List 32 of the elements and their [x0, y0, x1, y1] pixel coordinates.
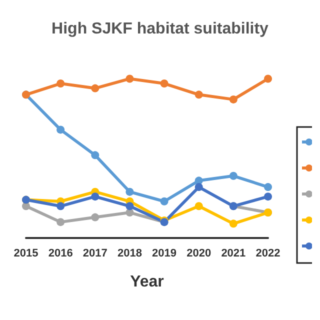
- point: [264, 183, 272, 192]
- point: [126, 202, 134, 210]
- point: [56, 126, 65, 134]
- point: [264, 192, 272, 201]
- chart-title: High SJKF habitat suitability: [52, 20, 269, 38]
- point: [91, 192, 100, 201]
- point: [160, 197, 168, 206]
- point: [91, 84, 100, 92]
- x-tick-label: 2022: [256, 248, 280, 260]
- x-tick-label: 2018: [117, 248, 142, 260]
- point: [229, 172, 238, 180]
- point: [194, 183, 203, 192]
- point: [56, 218, 65, 226]
- point: [194, 90, 203, 99]
- x-tick-label: 2016: [48, 248, 73, 260]
- x-tick-label: 2015: [14, 248, 38, 260]
- point: [126, 74, 134, 83]
- point: [91, 151, 100, 160]
- point: [91, 213, 100, 222]
- point: [160, 80, 168, 88]
- point: [126, 188, 134, 196]
- x-tick-label: 2019: [152, 248, 177, 260]
- x-tick-label: 2021: [221, 248, 246, 260]
- point: [229, 220, 238, 228]
- x-tick-label: 2020: [186, 248, 212, 260]
- point: [56, 202, 65, 210]
- x-axis-title: Year: [130, 274, 164, 290]
- point: [264, 74, 272, 83]
- x-tick-label: 2017: [82, 248, 108, 260]
- point: [56, 80, 65, 88]
- point: [229, 95, 238, 104]
- point: [194, 202, 203, 210]
